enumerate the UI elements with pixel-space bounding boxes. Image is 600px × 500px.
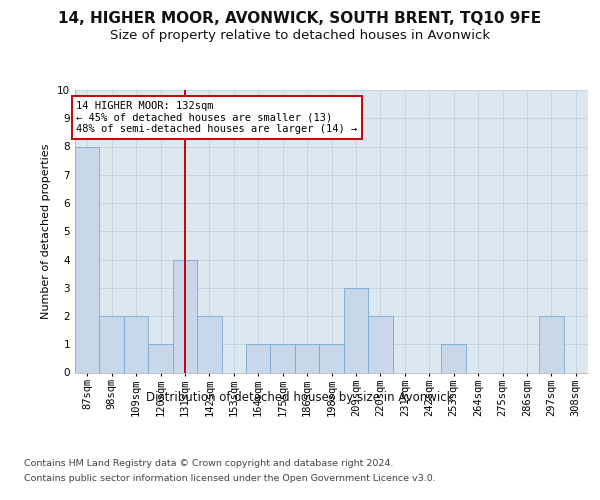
Bar [319, 344, 344, 372]
Bar [295, 344, 319, 372]
Bar [197, 316, 221, 372]
Bar [148, 344, 173, 372]
Bar [75, 146, 100, 372]
Bar [368, 316, 392, 372]
Text: Size of property relative to detached houses in Avonwick: Size of property relative to detached ho… [110, 29, 490, 42]
Text: Contains public sector information licensed under the Open Government Licence v3: Contains public sector information licen… [24, 474, 436, 483]
Bar [246, 344, 271, 372]
Bar [344, 288, 368, 372]
Bar [124, 316, 148, 372]
Y-axis label: Number of detached properties: Number of detached properties [41, 144, 52, 319]
Text: 14, HIGHER MOOR, AVONWICK, SOUTH BRENT, TQ10 9FE: 14, HIGHER MOOR, AVONWICK, SOUTH BRENT, … [58, 11, 542, 26]
Text: Contains HM Land Registry data © Crown copyright and database right 2024.: Contains HM Land Registry data © Crown c… [24, 459, 394, 468]
Bar [539, 316, 563, 372]
Text: Distribution of detached houses by size in Avonwick: Distribution of detached houses by size … [146, 391, 454, 404]
Bar [442, 344, 466, 372]
Bar [100, 316, 124, 372]
Bar [271, 344, 295, 372]
Bar [173, 260, 197, 372]
Text: 14 HIGHER MOOR: 132sqm
← 45% of detached houses are smaller (13)
48% of semi-det: 14 HIGHER MOOR: 132sqm ← 45% of detached… [76, 100, 358, 134]
